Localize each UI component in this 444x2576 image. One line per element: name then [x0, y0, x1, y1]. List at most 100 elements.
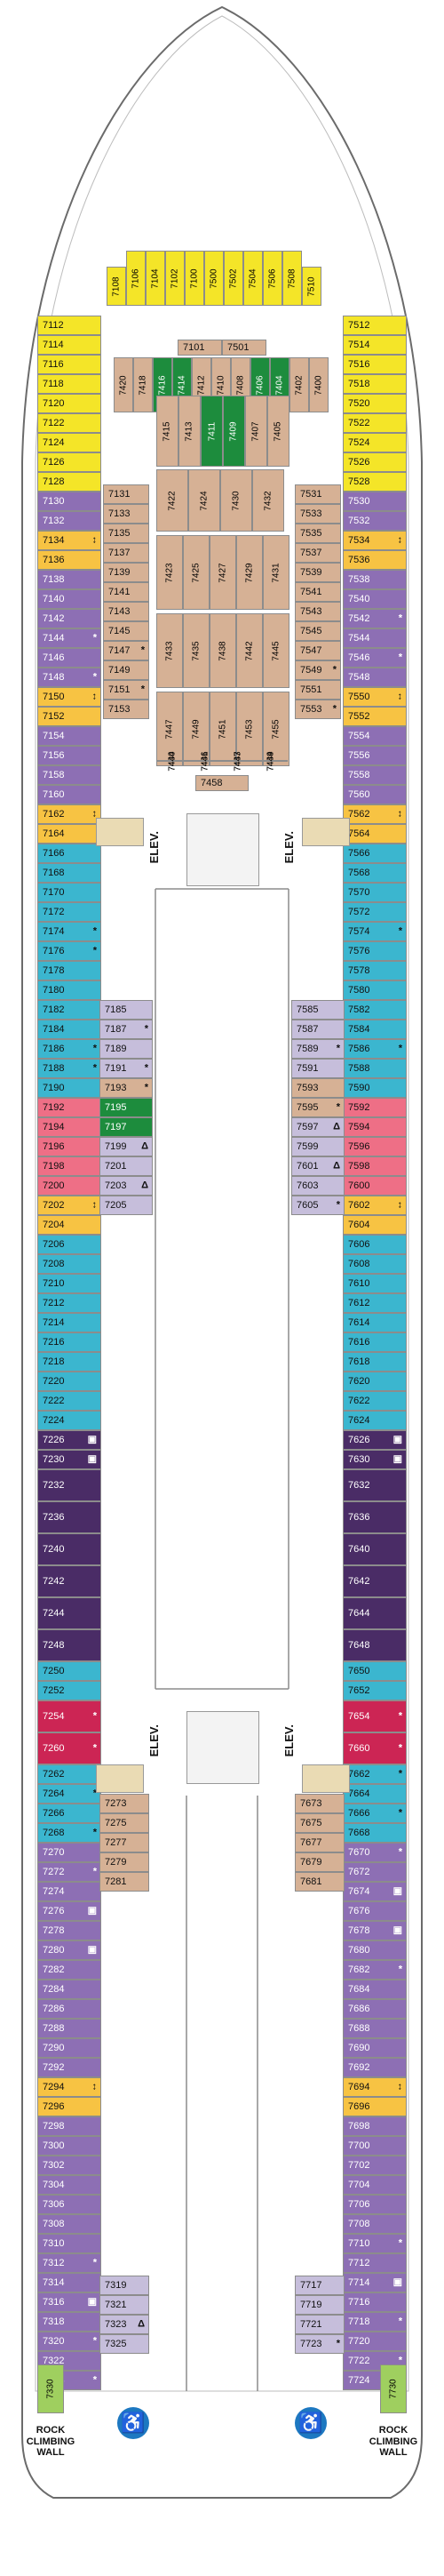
cabin-7524[interactable]: 7524: [343, 433, 407, 452]
cabin-7176[interactable]: 7176 *: [37, 941, 101, 961]
cabin-7692[interactable]: 7692: [343, 2058, 407, 2077]
cabin-7445[interactable]: 7445: [263, 613, 289, 688]
cabin-7218[interactable]: 7218: [37, 1352, 101, 1372]
cabin-7574[interactable]: 7574 *: [343, 922, 407, 941]
cabin-7114[interactable]: 7114: [37, 335, 101, 355]
cabin-7612[interactable]: 7612: [343, 1293, 407, 1313]
cabin-7166[interactable]: 7166: [37, 844, 101, 863]
cabin-7721[interactable]: 7721: [295, 2315, 345, 2334]
cabin-7532[interactable]: 7532: [343, 511, 407, 531]
cabin-7681[interactable]: 7681: [295, 1872, 345, 1892]
cabin-7260[interactable]: 7260 *: [37, 1732, 101, 1764]
cabin-7316[interactable]: 7316 ▣: [37, 2292, 101, 2312]
cabin-7216[interactable]: 7216: [37, 1332, 101, 1352]
cabin-7195[interactable]: 7195: [99, 1098, 153, 1117]
cabin-7279[interactable]: 7279: [99, 1852, 149, 1872]
cabin-7164[interactable]: 7164: [37, 824, 101, 844]
cabin-7588[interactable]: 7588: [343, 1059, 407, 1078]
cabin-7144[interactable]: 7144 *: [37, 628, 101, 648]
cabin-7186[interactable]: 7186 *: [37, 1039, 101, 1059]
cabin-7191[interactable]: 7191 *: [99, 1059, 153, 1078]
cabin-7130[interactable]: 7130: [37, 492, 101, 511]
cabin-7413[interactable]: 7413: [178, 396, 201, 467]
cabin-7160[interactable]: 7160: [37, 785, 101, 804]
cabin-7630[interactable]: 7630 ▣: [343, 1450, 407, 1469]
cabin-7547[interactable]: 7547: [295, 641, 341, 660]
bow-cabin-7506[interactable]: 7506: [263, 251, 282, 306]
cabin-7730[interactable]: 7730: [380, 2364, 407, 2413]
cabin-7308[interactable]: 7308: [37, 2214, 101, 2234]
cabin-7187[interactable]: 7187 *: [99, 1020, 153, 1039]
cabin-7226[interactable]: 7226 ▣: [37, 1430, 101, 1450]
cabin-7548[interactable]: 7548: [343, 668, 407, 687]
cabin-7443[interactable]: 7443: [222, 751, 255, 771]
cabin-7632[interactable]: 7632: [343, 1469, 407, 1501]
cabin-7678[interactable]: 7678 ▣: [343, 1921, 407, 1940]
cabin-7620[interactable]: 7620: [343, 1372, 407, 1391]
bow-cabin-7108[interactable]: 7108: [107, 267, 126, 306]
cabin-7131[interactable]: 7131: [103, 484, 149, 504]
cabin-7294[interactable]: 7294 ↕: [37, 2077, 101, 2097]
cabin-7642[interactable]: 7642: [343, 1565, 407, 1597]
cabin-7431[interactable]: 7431: [263, 535, 289, 610]
cabin-7288[interactable]: 7288: [37, 2019, 101, 2038]
cabin-7610[interactable]: 7610: [343, 1274, 407, 1293]
cabin-7133[interactable]: 7133: [103, 504, 149, 524]
cabin-7220[interactable]: 7220: [37, 1372, 101, 1391]
cabin-7423[interactable]: 7423: [156, 535, 183, 610]
cabin-7420[interactable]: 7420: [114, 357, 133, 412]
cabin-7208[interactable]: 7208: [37, 1254, 101, 1274]
cabin-7200[interactable]: 7200: [37, 1176, 101, 1196]
cabin-7150[interactable]: 7150 ↕: [37, 687, 101, 707]
cabin-7552[interactable]: 7552: [343, 707, 407, 726]
cabin-7120[interactable]: 7120: [37, 394, 101, 413]
cabin-7143[interactable]: 7143: [103, 602, 149, 621]
cabin-7418[interactable]: 7418: [133, 357, 153, 412]
cabin-7101[interactable]: 7101: [178, 340, 222, 356]
cabin-7584[interactable]: 7584: [343, 1020, 407, 1039]
cabin-7444[interactable]: 7444: [255, 751, 288, 771]
cabin-7273[interactable]: 7273: [99, 1794, 149, 1813]
cabin-7252[interactable]: 7252: [37, 1681, 101, 1700]
cabin-7539[interactable]: 7539: [295, 563, 341, 582]
cabin-7194[interactable]: 7194: [37, 1117, 101, 1137]
cabin-7415[interactable]: 7415: [156, 396, 178, 467]
cabin-7425[interactable]: 7425: [183, 535, 210, 610]
cabin-7210[interactable]: 7210: [37, 1274, 101, 1293]
cabin-7278[interactable]: 7278: [37, 1921, 101, 1940]
cabin-7149[interactable]: 7149: [103, 660, 149, 680]
cabin-7672[interactable]: 7672: [343, 1862, 407, 1882]
cabin-7112[interactable]: 7112: [37, 316, 101, 335]
cabin-7531[interactable]: 7531: [295, 484, 341, 504]
cabin-7572[interactable]: 7572: [343, 902, 407, 922]
bow-cabin-7104[interactable]: 7104: [146, 251, 165, 306]
cabin-7534[interactable]: 7534 ↕: [343, 531, 407, 550]
cabin-7616[interactable]: 7616: [343, 1332, 407, 1352]
cabin-7650[interactable]: 7650: [343, 1661, 407, 1681]
cabin-7543[interactable]: 7543: [295, 602, 341, 621]
cabin-7680[interactable]: 7680: [343, 1940, 407, 1960]
cabin-7134[interactable]: 7134 ↕: [37, 531, 101, 550]
cabin-7185[interactable]: 7185: [99, 1000, 153, 1020]
cabin-7407[interactable]: 7407: [245, 396, 267, 467]
bow-cabin-7106[interactable]: 7106: [126, 251, 146, 306]
cabin-7718[interactable]: 7718 *: [343, 2312, 407, 2332]
cabin-7602[interactable]: 7602 ↕: [343, 1196, 407, 1215]
cabin-7578[interactable]: 7578: [343, 961, 407, 980]
cabin-7516[interactable]: 7516: [343, 355, 407, 374]
cabin-7545[interactable]: 7545: [295, 621, 341, 641]
cabin-7140[interactable]: 7140: [37, 589, 101, 609]
cabin-7168[interactable]: 7168: [37, 863, 101, 883]
cabin-7592[interactable]: 7592: [343, 1098, 407, 1117]
cabin-7712[interactable]: 7712: [343, 2253, 407, 2273]
cabin-7224[interactable]: 7224: [37, 1411, 101, 1430]
cabin-7148[interactable]: 7148 *: [37, 668, 101, 687]
cabin-7570[interactable]: 7570: [343, 883, 407, 902]
cabin-7135[interactable]: 7135: [103, 524, 149, 543]
cabin-7553[interactable]: 7553 *: [295, 700, 341, 719]
cabin-7128[interactable]: 7128: [37, 472, 101, 492]
cabin-7172[interactable]: 7172: [37, 902, 101, 922]
cabin-7540[interactable]: 7540: [343, 589, 407, 609]
cabin-7254[interactable]: 7254 *: [37, 1700, 101, 1732]
cabin-7684[interactable]: 7684: [343, 1980, 407, 1999]
